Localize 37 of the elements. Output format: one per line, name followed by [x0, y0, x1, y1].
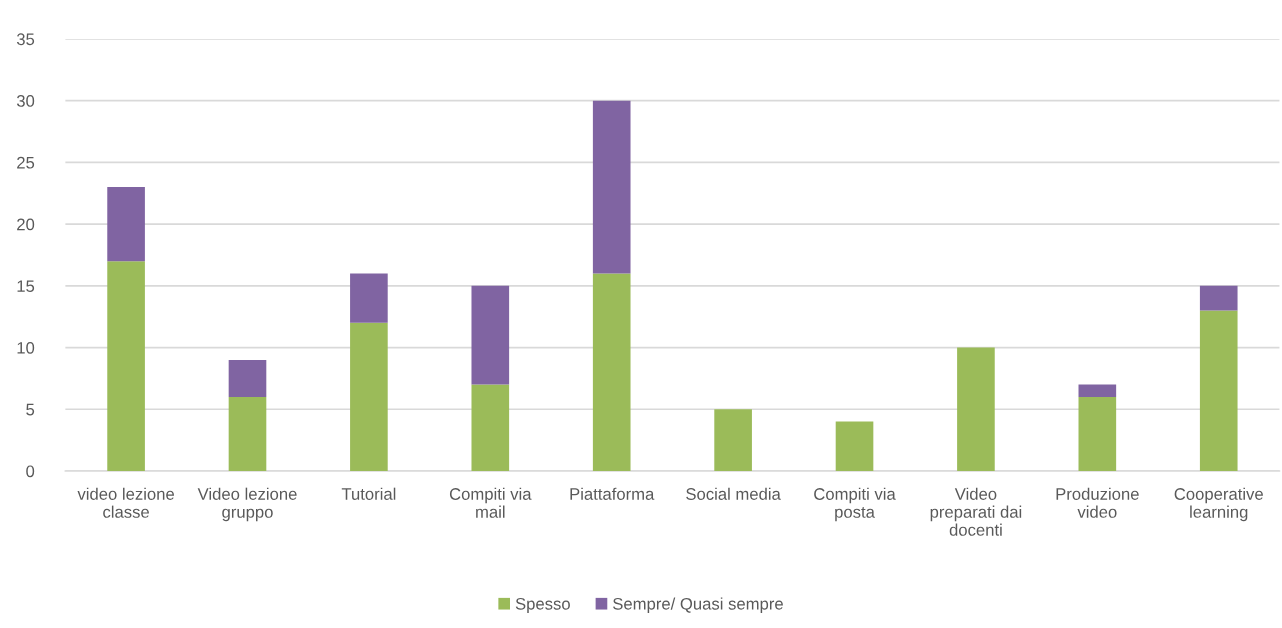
- bar: [350, 273, 388, 323]
- bar: [471, 384, 510, 471]
- y-tick-label: 15: [17, 280, 35, 293]
- bar: [1199, 285, 1238, 311]
- x-tick-label: Social media: [686, 487, 781, 500]
- y-tick-label: 0: [26, 465, 35, 478]
- bar: [107, 187, 145, 262]
- x-tick-label: video lezione classe: [77, 487, 174, 518]
- legend-label: Spesso: [515, 597, 570, 613]
- y-tick-label: 25: [17, 156, 35, 169]
- x-tick-label: Produzione video: [1056, 487, 1139, 518]
- x-tick-label: Piattaforma: [570, 487, 655, 500]
- x-tick-label: Video preparati dai docenti: [930, 487, 1022, 536]
- bar: [350, 322, 388, 471]
- bar: [1199, 310, 1238, 471]
- y-tick-label: 20: [17, 218, 35, 231]
- y-tick-label: 30: [16, 95, 35, 107]
- bar: [1078, 384, 1117, 397]
- bar: [228, 396, 267, 471]
- x-tick-label: Video lezione gruppo: [197, 487, 297, 522]
- bar: [592, 100, 631, 274]
- bar: [592, 273, 631, 471]
- x-tick-label: Compiti via posta: [814, 487, 896, 522]
- bar: [1078, 396, 1117, 471]
- y-tick-label: 10: [17, 341, 35, 354]
- bar: [957, 347, 995, 471]
- legend-label: Sempre/ Quasi sempre: [613, 597, 783, 613]
- bar: [714, 409, 752, 471]
- x-tick-label: Tutorial: [341, 487, 396, 500]
- y-tick-label: 35: [16, 33, 35, 46]
- bar: [835, 421, 874, 471]
- bar: [107, 261, 145, 471]
- y-tick-label: 5: [26, 403, 35, 416]
- bar: [228, 359, 267, 397]
- x-tick-label: Cooperative learning: [1174, 487, 1263, 522]
- x-tick-label: Compiti via mail: [449, 487, 532, 518]
- bar: [471, 285, 510, 385]
